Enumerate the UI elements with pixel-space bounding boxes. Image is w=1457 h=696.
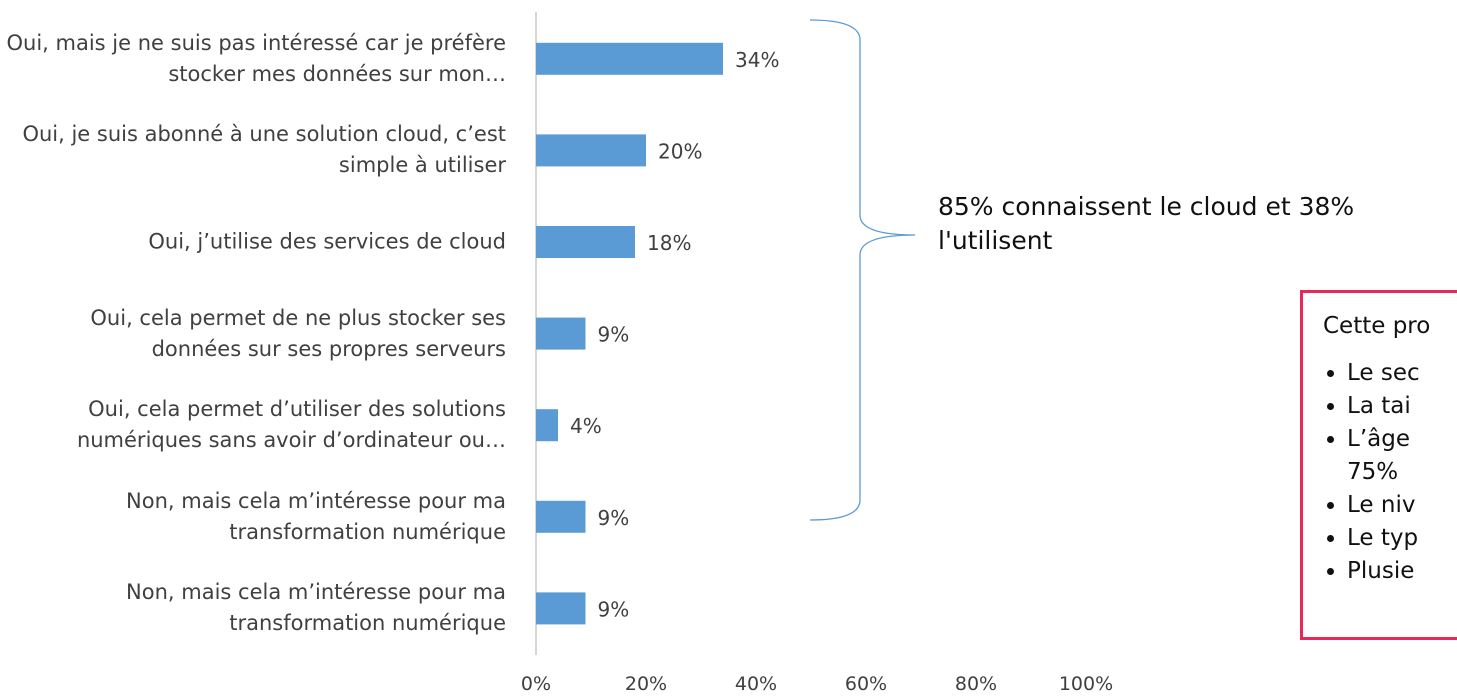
x-tick-label: 20% (625, 673, 667, 695)
x-tick-label: 40% (735, 673, 777, 695)
bar (536, 409, 558, 442)
note-item: Le sec (1347, 357, 1457, 390)
value-label: 4% (570, 414, 602, 438)
bar (536, 317, 586, 350)
category-label: Non, mais cela m’intéresse pour ma trans… (126, 488, 506, 544)
value-label: 9% (598, 597, 630, 621)
note-item: La tai (1347, 390, 1457, 423)
value-label: 9% (598, 506, 630, 530)
value-label: 9% (598, 323, 630, 347)
brace (809, 19, 916, 521)
annotation: 85% connaissent le cloud et 38% l'utilis… (938, 192, 1355, 255)
bar (536, 42, 723, 75)
category-label: Non, mais cela m’intéresse pour ma trans… (126, 580, 506, 636)
x-tick-label: 100% (1059, 673, 1113, 695)
x-tick-label: 60% (845, 673, 887, 695)
bar (536, 500, 586, 533)
note-title: Cette pro (1323, 313, 1431, 339)
category-label: Oui, cela permet de ne plus stocker ses … (90, 305, 506, 361)
category-label: Oui, je suis abonné à une solution cloud… (22, 122, 506, 178)
category-label: Oui, j’utilise des services de cloud (148, 229, 506, 254)
category-label: Oui, mais je ne suis pas intéressé car j… (6, 30, 507, 86)
note-list: Le secLa taiL’âge 75%Le nivLe typPlusie (1325, 357, 1457, 588)
note-item: Le niv (1347, 489, 1457, 522)
bar (536, 226, 635, 258)
category-label: Oui, cela permet d’utiliser des solution… (76, 397, 506, 453)
note-item: Plusie (1347, 555, 1457, 588)
note-box: Cette pro Le secLa taiL’âge 75%Le nivLe … (1300, 290, 1457, 640)
note-item: L’âge 75% (1347, 423, 1457, 489)
note-item: Le typ (1347, 522, 1457, 555)
x-tick-label: 80% (955, 673, 997, 695)
value-label: 18% (647, 231, 691, 255)
x-tick-label: 0% (521, 673, 551, 695)
value-label: 34% (735, 48, 779, 72)
value-label: 20% (658, 139, 702, 163)
bar (536, 134, 646, 167)
bar (536, 592, 586, 625)
